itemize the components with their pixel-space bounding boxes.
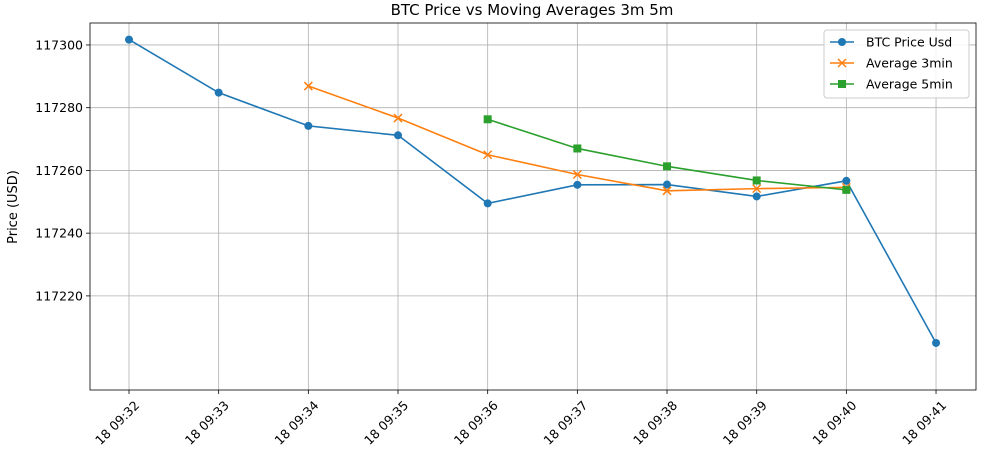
x-tick-label: 18 09:37: [540, 398, 590, 448]
legend-label: Average 3min: [866, 56, 953, 71]
data-point: [573, 180, 582, 189]
data-point: [573, 144, 582, 153]
x-tick-label: 18 09:35: [361, 398, 411, 448]
data-point: [303, 81, 313, 91]
data-point: [842, 185, 851, 194]
legend-box: [823, 29, 970, 99]
y-tick-label: 117260: [35, 163, 83, 178]
plot-frame: [89, 22, 977, 391]
series-group: [125, 35, 941, 347]
data-point: [393, 113, 403, 123]
data-point: [663, 162, 672, 171]
y-tick-label: 117280: [35, 100, 83, 115]
legend-entry: Average 3min: [830, 56, 953, 71]
x-tick-label: 18 09:38: [630, 398, 680, 448]
legend-label: BTC Price Usd: [866, 35, 952, 50]
grid: [90, 23, 976, 390]
data-point: [842, 176, 851, 185]
data-point: [304, 121, 313, 130]
data-point: [752, 192, 761, 201]
series-2: [483, 115, 851, 194]
legend-entry: BTC Price Usd: [830, 35, 952, 50]
y-tick-label: 117300: [35, 37, 83, 52]
legend: BTC Price Usd Average 3min Average 5min: [823, 29, 970, 99]
series-line: [128, 38, 937, 344]
series-0: [125, 35, 941, 347]
data-point: [483, 199, 492, 208]
x-tick-label: 18 09:33: [182, 398, 232, 448]
data-point: [483, 150, 493, 160]
data-point: [752, 176, 761, 185]
data-point: [662, 186, 672, 196]
data-point: [394, 131, 403, 140]
chart-title: BTC Price vs Moving Averages 3m 5m: [391, 1, 674, 19]
y-tick-label: 117240: [35, 226, 83, 241]
data-point: [214, 88, 223, 97]
legend-label: Average 5min: [866, 77, 953, 92]
legend-marker: [838, 38, 846, 46]
legend-marker: [837, 58, 847, 68]
data-point: [752, 184, 762, 194]
x-tick-label: 18 09:34: [271, 398, 321, 448]
data-point: [663, 180, 672, 189]
x-tick-label: 18 09:32: [92, 398, 142, 448]
x-tick-label: 18 09:39: [720, 398, 770, 448]
data-point: [572, 169, 582, 180]
data-point: [125, 35, 133, 44]
y-tick-label: 117220: [35, 288, 83, 303]
x-tick-label: 18 09:41: [899, 398, 949, 448]
x-tick-label: 18 09:40: [809, 398, 859, 448]
y-axis-label: Price (USD): [6, 170, 21, 244]
data-point: [932, 338, 941, 347]
legend-marker: [838, 80, 846, 88]
data-point: [483, 115, 492, 124]
x-tick-label: 18 09:36: [451, 398, 501, 448]
legend-entry: Average 5min: [830, 77, 953, 92]
